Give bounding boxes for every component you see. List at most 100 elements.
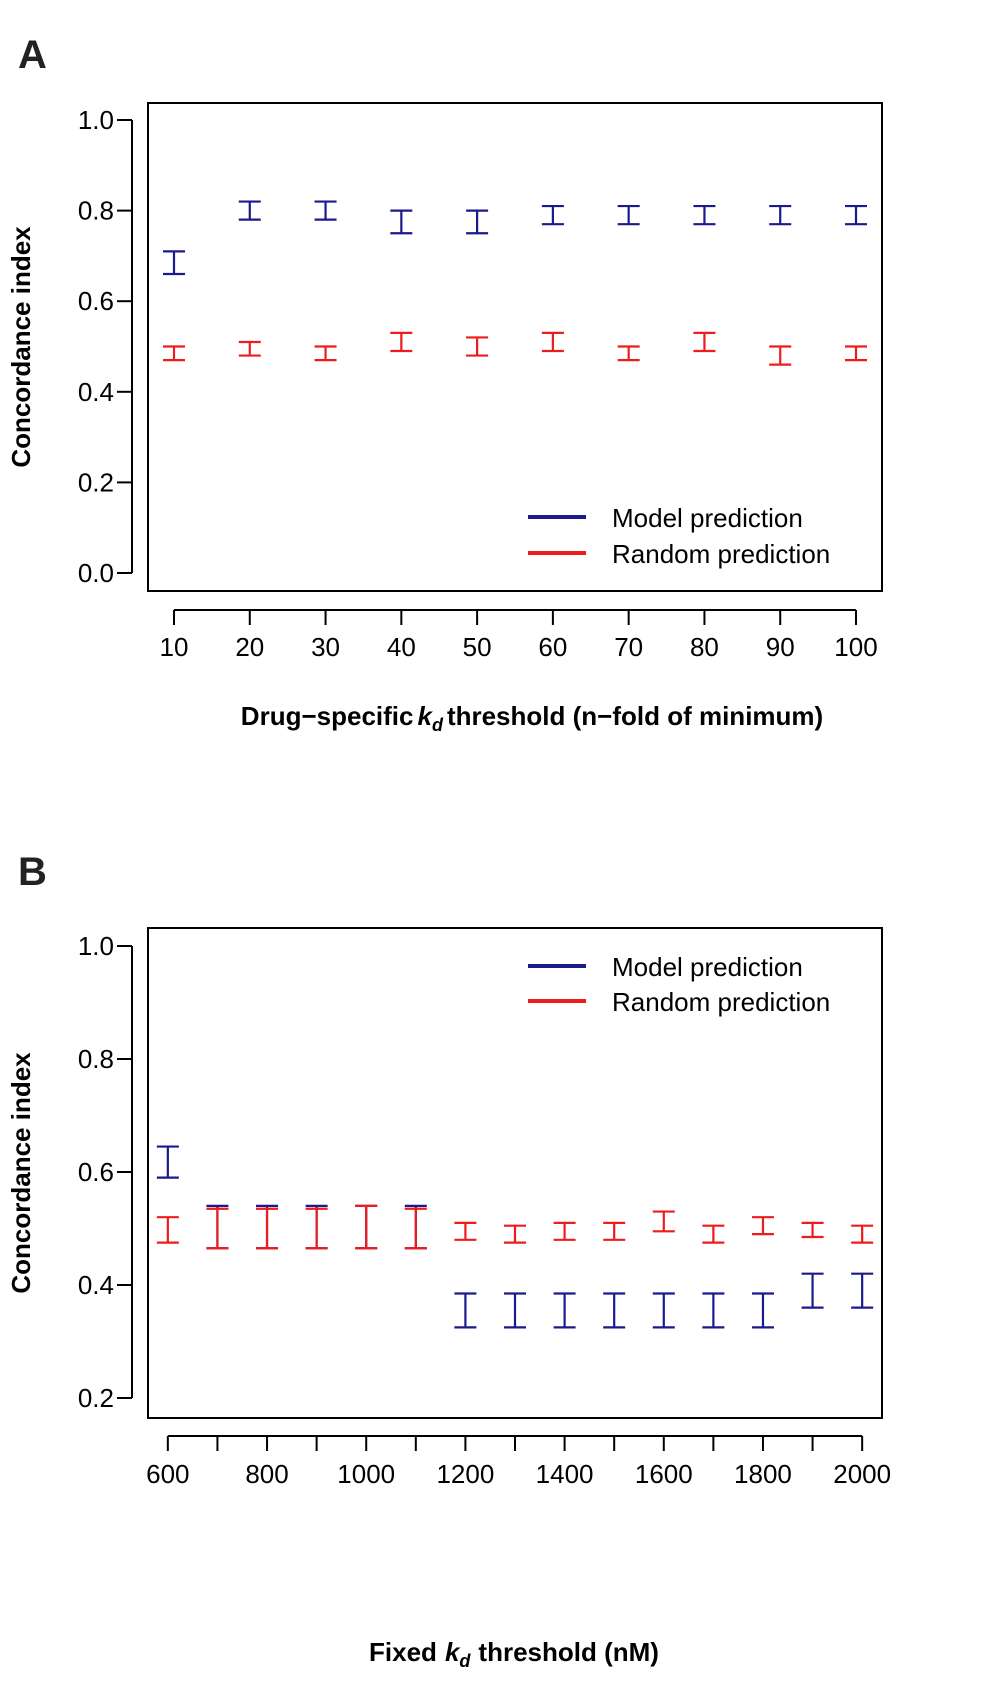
- x-tick-label: 40: [387, 632, 416, 662]
- random-error-bar: [305, 1207, 328, 1250]
- model-error-bar: [693, 204, 716, 226]
- legend-b-random-label: Random prediction: [612, 987, 830, 1017]
- model-error-bar: [801, 1272, 824, 1309]
- legend-a-model-label: Model prediction: [612, 503, 803, 533]
- panel-a-x-title-suffix: threshold (n−fold of minimum): [447, 701, 823, 731]
- panel-b-x-title-suffix: threshold (nM): [478, 1637, 659, 1667]
- model-error-bar: [314, 200, 337, 221]
- y-tick-label: 1.0: [78, 105, 114, 135]
- model-error-bar: [238, 200, 261, 221]
- x-tick-label: 600: [146, 1459, 189, 1489]
- random-error-bar: [541, 331, 564, 353]
- x-tick-label: 1200: [436, 1459, 494, 1489]
- model-error-bar: [466, 209, 489, 235]
- model-error-bar: [845, 204, 867, 226]
- y-tick-label: 0.4: [78, 377, 114, 407]
- panel-a-plot-frame: [147, 102, 883, 592]
- model-error-bar: [751, 1292, 774, 1329]
- x-tick-label: 1600: [635, 1459, 693, 1489]
- panel-a-x-title-prefix: Drug−specific: [241, 701, 414, 731]
- model-error-bar: [617, 204, 640, 226]
- random-error-bar: [404, 1207, 427, 1250]
- y-tick-label: 0.6: [78, 286, 114, 316]
- panel-b-y-axis: 0.2 0.4 0.6 0.8 1.0: [78, 931, 133, 1413]
- model-error-bar: [156, 1145, 179, 1179]
- x-tick-label: 20: [235, 632, 264, 662]
- panel-b-x-axis: 600 800 1000 1200 1400 1600 1800 2000: [146, 1435, 891, 1489]
- random-error-bar: [163, 345, 185, 362]
- y-tick-label: 0.0: [78, 558, 114, 588]
- random-error-bar: [693, 331, 716, 353]
- random-error-bar: [617, 345, 640, 362]
- model-error-bar: [163, 250, 185, 276]
- model-error-bar: [390, 209, 413, 235]
- random-error-bar: [390, 331, 413, 353]
- y-tick-label: 0.2: [78, 467, 114, 497]
- y-tick-label: 0.6: [78, 1157, 114, 1187]
- x-tick-label: 100: [834, 632, 877, 662]
- x-tick-label: 30: [311, 632, 340, 662]
- legend-a-random-label: Random prediction: [612, 539, 830, 569]
- x-tick-label: 1000: [337, 1459, 395, 1489]
- model-error-bar: [553, 1292, 576, 1329]
- panel-a-error-bars: [163, 200, 867, 366]
- panel-b-y-axis-title: Concordance index: [6, 1052, 36, 1294]
- random-error-bar: [466, 336, 489, 357]
- model-error-bar: [652, 1292, 675, 1329]
- panel-b-legend: Model prediction Random prediction: [528, 952, 830, 1017]
- x-tick-label: 80: [690, 632, 719, 662]
- model-error-bar: [541, 204, 564, 226]
- x-tick-label: 70: [614, 632, 643, 662]
- x-tick-label: 90: [766, 632, 795, 662]
- panel-a: A 0.00.20.40.60.81.0 10 20 30 40 50 60 70 80 90 1…: [6, 33, 883, 735]
- random-error-bar: [454, 1221, 477, 1241]
- random-error-bar: [801, 1221, 824, 1239]
- panel-b-x-title-k: k: [445, 1637, 461, 1667]
- random-error-bar: [851, 1224, 874, 1244]
- panel-b-x-title-sub: d: [459, 1651, 471, 1671]
- random-error-bar: [652, 1210, 675, 1233]
- panel-a-y-axis-title: Concordance index: [6, 226, 36, 468]
- random-error-bar: [314, 345, 337, 362]
- random-error-bar: [769, 345, 792, 366]
- x-tick-label: 2000: [833, 1459, 891, 1489]
- x-tick-label: 10: [160, 632, 189, 662]
- random-error-bar: [256, 1207, 279, 1250]
- x-tick-label: 1800: [734, 1459, 792, 1489]
- panel-a-label: A: [18, 33, 47, 77]
- panel-a-x-axis-title: Drug−specific kd threshold (n−fold of mini…: [241, 701, 823, 735]
- x-tick-label: 800: [245, 1459, 288, 1489]
- legend-b-model-label: Model prediction: [612, 952, 803, 982]
- panel-a-x-title-sub: d: [432, 715, 444, 735]
- y-tick-label: 1.0: [78, 931, 114, 961]
- random-error-bar: [603, 1221, 626, 1241]
- random-error-bar: [355, 1204, 378, 1250]
- panel-a-y-axis: 0.0 0.2 0.4 0.6 0.8 1.0: [78, 105, 133, 588]
- y-tick-label: 0.2: [78, 1383, 114, 1413]
- model-error-bar: [504, 1292, 526, 1329]
- model-error-bar: [851, 1272, 874, 1309]
- panel-b-error-bars: [156, 1145, 874, 1329]
- panel-a-legend: Model prediction Random prediction: [528, 503, 830, 569]
- panel-b-x-title-prefix: Fixed: [369, 1637, 437, 1667]
- random-error-bar: [504, 1224, 526, 1244]
- x-tick-label: 50: [463, 632, 492, 662]
- random-error-bar: [206, 1207, 229, 1250]
- panel-a-x-title-k: k: [417, 701, 433, 731]
- y-tick-label: 0.8: [78, 196, 114, 226]
- random-error-bar: [845, 345, 867, 362]
- y-tick-label: 0.8: [78, 1044, 114, 1074]
- panel-b: B 0.2 0.4 0.6 0.8 1.0 600 800 1000 1200 1400 1600…: [6, 850, 891, 1671]
- random-error-bar: [702, 1224, 725, 1244]
- random-error-bar: [751, 1216, 774, 1236]
- panel-b-label: B: [18, 850, 47, 894]
- random-error-bar: [553, 1221, 576, 1241]
- x-tick-label: 1400: [536, 1459, 594, 1489]
- panel-b-x-axis-title: Fixed kd threshold (nM): [369, 1637, 659, 1671]
- random-error-bar: [156, 1216, 179, 1244]
- model-error-bar: [702, 1292, 725, 1329]
- panel-a-x-axis: 10 20 30 40 50 60 70 80 90 100: [160, 609, 878, 662]
- x-tick-label: 60: [538, 632, 567, 662]
- model-error-bar: [603, 1292, 626, 1329]
